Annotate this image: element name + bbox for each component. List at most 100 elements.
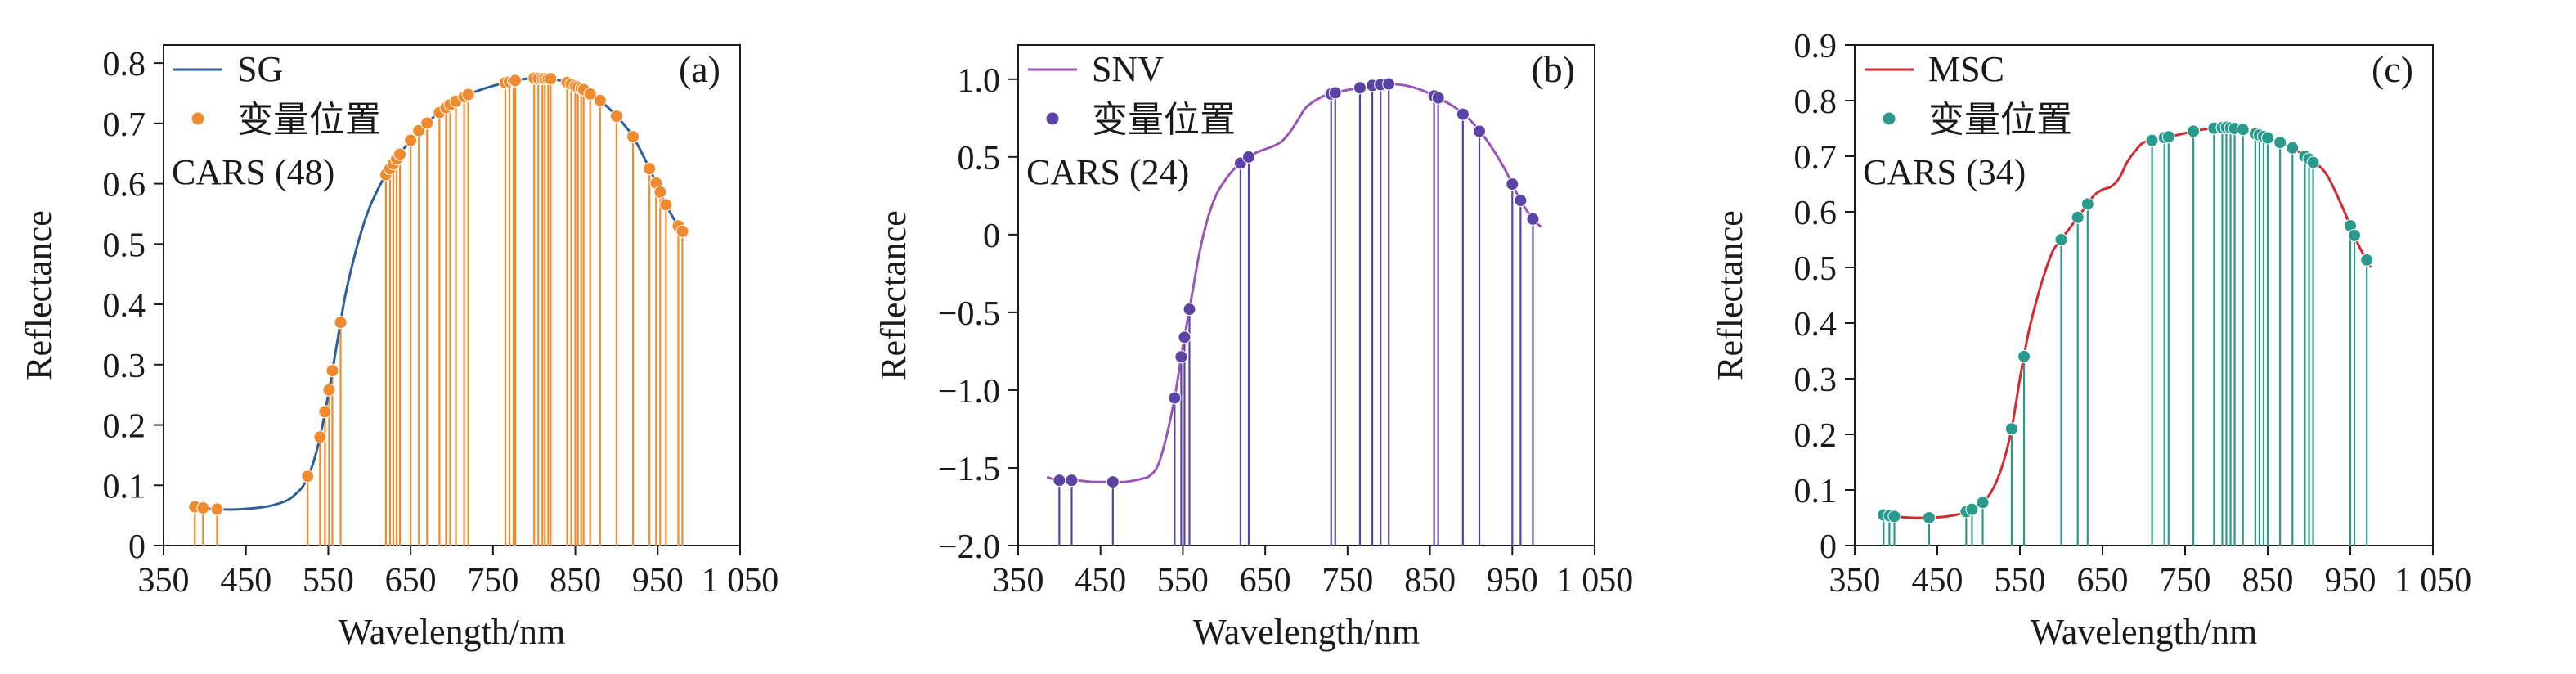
- variable-marker: [2004, 422, 2018, 436]
- x-axis-label: Wavelength/nm: [339, 612, 566, 652]
- y-tick-label: 1.0: [958, 62, 1001, 100]
- x-tick-label: 750: [467, 562, 518, 600]
- variable-marker: [325, 364, 339, 378]
- x-tick-label: 450: [1075, 562, 1126, 600]
- variable-marker: [1174, 350, 1188, 364]
- variable-marker: [1065, 474, 1079, 488]
- y-tick-label: 0: [983, 218, 1000, 255]
- spectrum-line-b: [1046, 83, 1542, 483]
- variable-marker: [583, 87, 597, 101]
- legend-line-label: MSC: [1928, 49, 2004, 89]
- x-tick-label: 450: [1912, 562, 1963, 600]
- x-tick-label: 550: [1995, 562, 2046, 600]
- legend-line-label: SNV: [1092, 49, 1164, 89]
- y-tick-label: 0.3: [103, 348, 146, 385]
- variable-markers-c: [1877, 120, 2374, 524]
- variable-marker: [2360, 253, 2374, 267]
- variable-marker: [2145, 133, 2159, 147]
- x-tick-label: 650: [2077, 562, 2129, 600]
- y-axis-label: Reflectance: [19, 210, 59, 380]
- variable-stems-b: [1058, 83, 1534, 546]
- variable-marker: [659, 198, 673, 212]
- legend-marker-swatch: [1883, 112, 1896, 125]
- x-tick-label: 1 050: [1556, 562, 1634, 600]
- variable-marker: [2080, 197, 2094, 211]
- y-tick-label: 0.1: [103, 468, 146, 506]
- y-tick-label: 0.4: [103, 287, 146, 325]
- method-label: CARS (24): [1026, 152, 1189, 192]
- chart-panel-b: 350 450 550 650 750 850 950 1 050 −2.0 −1.5 −1.0 −0…: [873, 44, 1634, 652]
- y-tick-label: 0.6: [103, 167, 146, 204]
- x-tick-label: 750: [1322, 562, 1373, 600]
- variable-marker: [461, 88, 475, 101]
- variable-marker: [322, 383, 336, 397]
- variable-marker: [1514, 194, 1528, 208]
- variable-marker: [643, 162, 657, 176]
- variable-marker: [1242, 150, 1255, 164]
- y-tick-label: 0.5: [1794, 250, 1838, 288]
- legend-marker-swatch: [191, 112, 204, 125]
- variable-marker: [1473, 124, 1486, 138]
- legend-marker-label: 变量位置: [237, 99, 381, 141]
- y-tick-label: 0.6: [1794, 195, 1838, 232]
- legend-marker-label: 变量位置: [1928, 99, 2072, 141]
- variable-markers-b: [1052, 77, 1540, 489]
- variable-marker: [1976, 496, 1990, 510]
- x-tick-label: 550: [1157, 562, 1209, 600]
- variable-marker: [301, 470, 315, 483]
- y-tick-label: 0.5: [103, 227, 146, 264]
- variable-marker: [2236, 123, 2250, 137]
- variable-marker: [2187, 124, 2201, 138]
- y-tick-label: 0.9: [1794, 28, 1838, 65]
- x-tick-label: 950: [632, 562, 684, 600]
- y-axis-label: Reflectance: [873, 210, 913, 380]
- variable-marker: [509, 74, 523, 88]
- legend-a: SG 变量位置: [173, 49, 381, 141]
- variable-marker: [1353, 81, 1367, 95]
- variable-marker: [313, 430, 327, 444]
- legend-line-label: SG: [237, 49, 283, 89]
- y-tick-label: 0.8: [103, 46, 146, 83]
- variable-marker: [393, 147, 407, 161]
- variable-marker: [2306, 155, 2320, 169]
- plot-frame-c: [1854, 44, 2434, 546]
- variable-marker: [1052, 474, 1066, 488]
- y-tick-label: 0.4: [1794, 306, 1838, 344]
- variable-marker: [2054, 233, 2068, 246]
- y-tick-label: 0.2: [103, 408, 146, 446]
- panel-label: (c): [2372, 48, 2413, 90]
- y-tick-label: 0.7: [1794, 139, 1838, 177]
- y-tick-label: −1.0: [938, 373, 1000, 411]
- x-tick-label: 850: [1404, 562, 1456, 600]
- variable-markers-a: [188, 71, 689, 516]
- x-tick-label: 950: [1487, 562, 1538, 600]
- variable-marker: [1431, 91, 1445, 105]
- variable-marker: [2286, 141, 2300, 155]
- variable-marker: [412, 124, 426, 137]
- x-tick-label: 650: [385, 562, 437, 600]
- variable-marker: [1965, 502, 1979, 516]
- variable-marker: [1183, 303, 1196, 317]
- legend-marker-label: 变量位置: [1092, 99, 1236, 141]
- x-tick-label: 1 050: [702, 562, 779, 600]
- variable-marker: [653, 185, 667, 199]
- variable-marker: [2348, 228, 2362, 242]
- x-tick-label: 350: [138, 562, 190, 600]
- y-tick-label: 0.7: [103, 106, 146, 144]
- y-tick-label: 0: [1820, 528, 1837, 566]
- variable-marker: [2161, 130, 2175, 144]
- chart-panel-a: 350 450 550 650 750 850 950 1 050 0 0.1 0.2 0.3 0.4 0…: [19, 44, 779, 652]
- variable-marker: [1178, 330, 1192, 344]
- legend-marker-swatch: [1046, 112, 1059, 125]
- x-tick-label: 450: [220, 562, 272, 600]
- legend-b: SNV 变量位置: [1028, 49, 1236, 141]
- x-axis-label: Wavelength/nm: [2031, 612, 2258, 652]
- variable-marker: [1922, 511, 1936, 524]
- variable-marker: [196, 501, 210, 514]
- y-axis-label: Reflectance: [1710, 210, 1750, 380]
- variable-marker: [1887, 510, 1901, 523]
- x-tick-label: 350: [1829, 562, 1881, 600]
- y-tick-label: 0.5: [958, 140, 1001, 177]
- method-label: CARS (48): [172, 152, 334, 192]
